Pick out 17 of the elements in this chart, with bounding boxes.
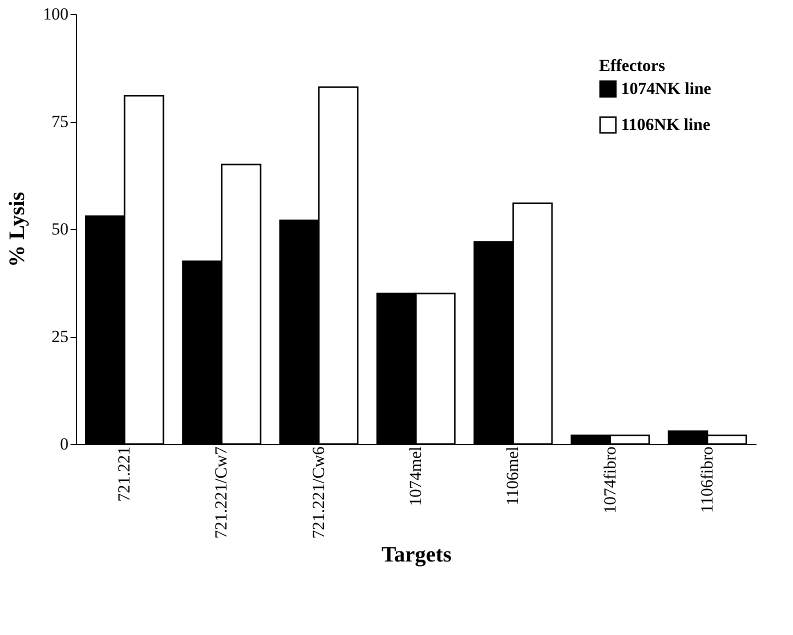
- legend-label: 1074NK line: [621, 79, 712, 98]
- x-tick-label: 1106mel: [503, 446, 522, 506]
- y-tick-label: 25: [52, 327, 68, 346]
- x-tick-label: 1106fibro: [697, 446, 716, 513]
- y-tick-label: 75: [52, 112, 68, 131]
- legend-title: Effectors: [599, 56, 666, 75]
- x-tick-label: 1074mel: [406, 446, 425, 506]
- y-tick-label: 50: [52, 220, 68, 238]
- y-tick-label: 100: [43, 4, 68, 24]
- x-tick-label: 721.221: [114, 446, 134, 502]
- y-axis-title: % Lysis: [4, 191, 29, 268]
- x-axis-title: Targets: [381, 542, 452, 567]
- legend-label: 1106NK line: [621, 115, 711, 134]
- x-tick-label: 721.221/Cw7: [212, 446, 231, 539]
- x-tick-label: 721.221/Cw6: [308, 446, 328, 539]
- y-tick-label: 0: [60, 434, 68, 454]
- x-tick-label: 1074fibro: [600, 446, 620, 514]
